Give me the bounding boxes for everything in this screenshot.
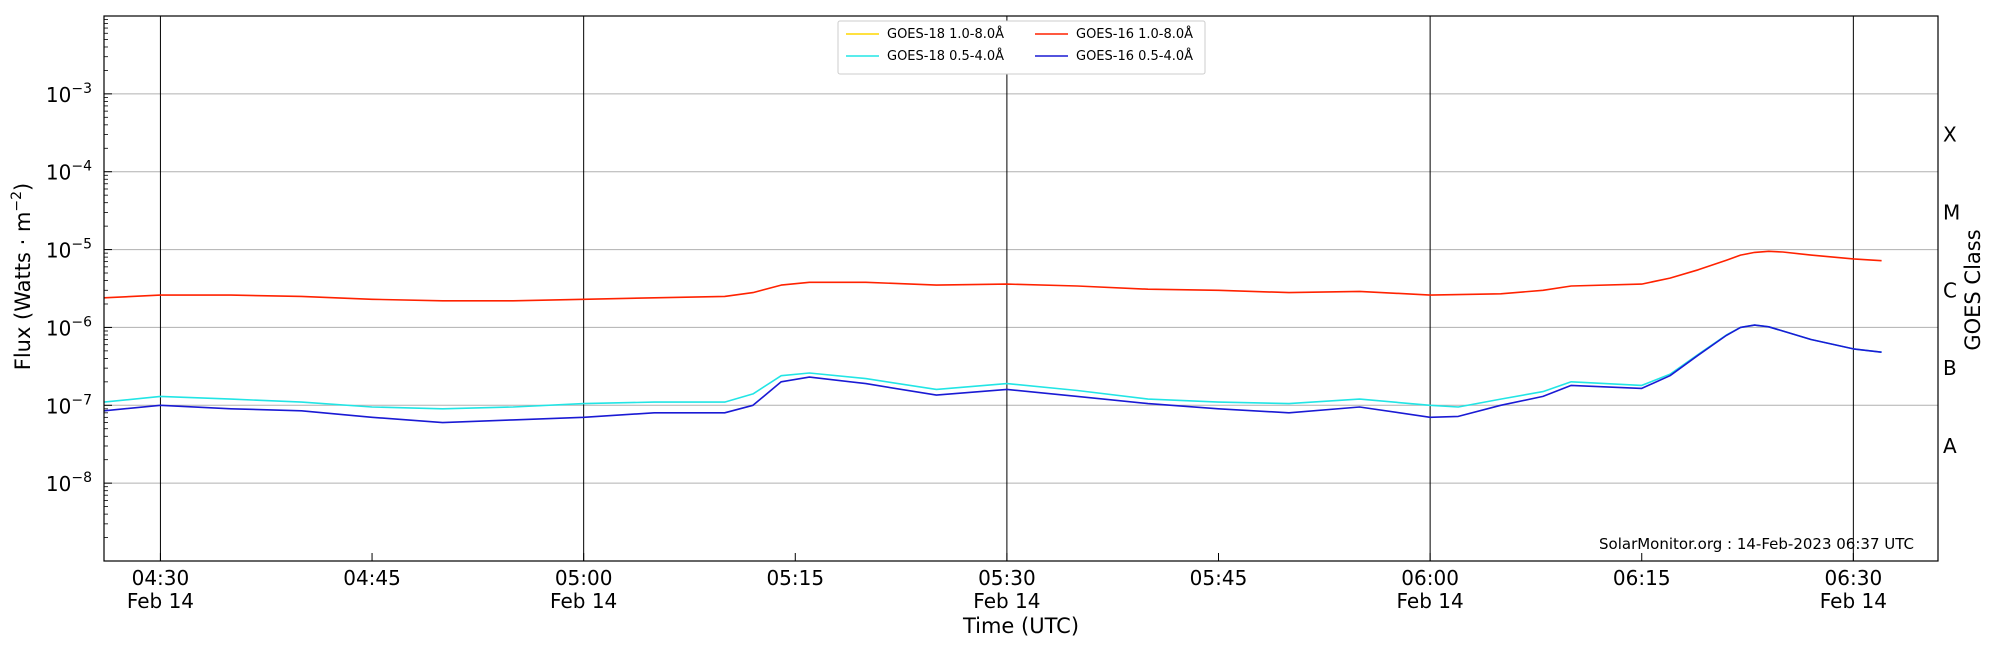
y-tick-label-4: 10−4	[46, 159, 92, 185]
day-marker-lines	[159, 16, 1854, 561]
grid-lines	[104, 93, 1938, 484]
goes-class-label-C: C	[1943, 278, 1957, 302]
x-tick-label-2: 05:00	[555, 566, 613, 590]
footer-credit: SolarMonitor.org : 14-Feb-2023 06:37 UTC	[1599, 535, 1914, 553]
y-tick-label-3: 10−5	[46, 237, 92, 263]
y-tick-label-5: 10−3	[46, 81, 92, 107]
legend-label-1: GOES-18 0.5-4.0Å	[887, 48, 1004, 64]
x-tick-label-6: 06:00	[1401, 566, 1459, 590]
goes-class-label-X: X	[1943, 123, 1957, 147]
y-tick-label-0: 10−8	[46, 470, 92, 496]
x-tick-label-4: 05:30	[978, 566, 1036, 590]
x-axis-title: Time (UTC)	[962, 614, 1079, 638]
series-line-0	[103, 250, 1882, 302]
x-tick-label-0: 04:30	[132, 566, 190, 590]
series-line-1	[103, 324, 1882, 410]
legend-label-3: GOES-16 0.5-4.0Å	[1076, 48, 1193, 64]
x-tick-date-8: Feb 14	[1820, 589, 1887, 613]
legend-label-2: GOES-16 1.0-8.0Å	[1076, 26, 1193, 42]
legend-box	[837, 20, 1206, 75]
y-axis-title: Flux (Watts · m−2)	[9, 183, 35, 371]
series-line-2	[103, 324, 1882, 424]
x-tick-label-5: 05:45	[1190, 566, 1248, 590]
x-tick-label-8: 06:30	[1825, 566, 1883, 590]
x-tick-date-0: Feb 14	[127, 589, 194, 613]
legend-label-0: GOES-18 1.0-8.0Å	[887, 26, 1004, 42]
x-tick-label-3: 05:15	[766, 566, 824, 590]
x-tick-date-2: Feb 14	[550, 589, 617, 613]
legend-items: GOES-18 1.0-8.0Å GOES-18 0.5-4.0Å GOES-16 …	[846, 26, 1193, 64]
goes-class-label-B: B	[1943, 356, 1957, 380]
y-axis-ticks: 10−8 10−7 10−6 10−5 10−4 10−3	[46, 19, 112, 538]
goes-class-label-A: A	[1943, 434, 1957, 458]
x-tick-label-7: 06:15	[1613, 566, 1671, 590]
series-lines	[103, 250, 1882, 424]
plot-frame	[103, 15, 1939, 562]
goes-class-label-M: M	[1943, 200, 1960, 224]
y-tick-label-1: 10−7	[46, 392, 92, 418]
chart-legend: GOES-18 1.0-8.0Å GOES-18 0.5-4.0Å GOES-16 …	[837, 20, 1206, 75]
y-tick-label-2: 10−6	[46, 314, 92, 340]
goes-class-labels: A B C M X	[1943, 123, 1960, 458]
x-tick-date-4: Feb 14	[973, 589, 1040, 613]
x-tick-date-6: Feb 14	[1397, 589, 1464, 613]
x-tick-label-1: 04:45	[343, 566, 401, 590]
y-axis-right-title: GOES Class	[1961, 229, 1985, 350]
